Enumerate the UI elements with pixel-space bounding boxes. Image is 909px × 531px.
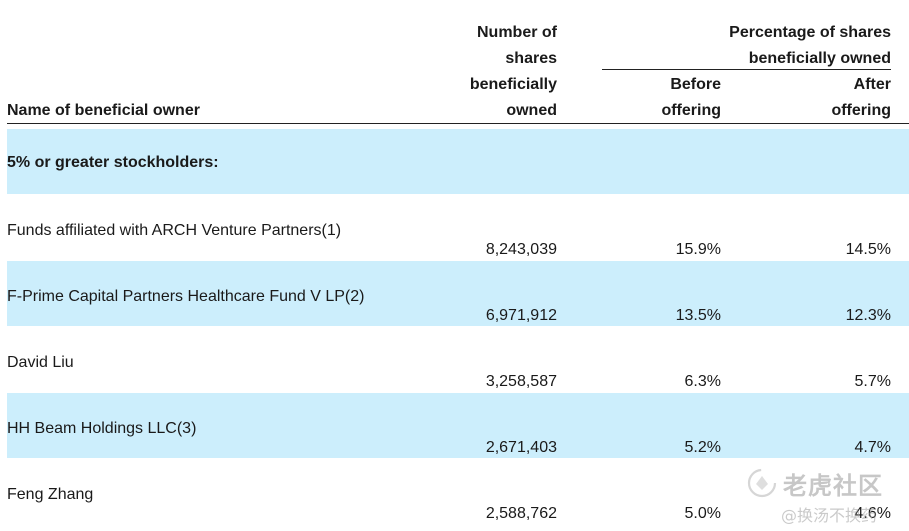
shares-value: 6,971,912 <box>485 307 557 324</box>
watermark-title: 老虎社区 <box>783 472 883 500</box>
before-value: 5.2% <box>684 439 721 456</box>
shares-value: 8,243,039 <box>485 241 557 258</box>
before-value: 5.0% <box>684 505 721 522</box>
section-band <box>7 129 909 194</box>
after-value: 12.3% <box>845 307 891 324</box>
before-value: 15.9% <box>675 241 721 258</box>
after-value: 5.7% <box>854 373 891 390</box>
shares-column-header: Number of shares beneficially owned <box>470 20 557 124</box>
header-line: Percentage of shares <box>729 24 891 41</box>
header-line: offering <box>831 102 891 119</box>
header-line: Before <box>670 76 721 93</box>
header-line: offering <box>661 102 721 119</box>
watermark: 老虎社区 @换汤不换药 <box>743 462 893 526</box>
before-value: 13.5% <box>675 307 721 324</box>
before-column-header: Before offering <box>661 72 721 124</box>
after-value: 4.6% <box>854 505 891 522</box>
after-column-header: After offering <box>831 72 891 124</box>
row-band <box>7 393 909 458</box>
before-value: 6.3% <box>684 373 721 390</box>
section-title: 5% or greater stockholders: <box>7 154 219 171</box>
after-value: 4.7% <box>854 439 891 456</box>
header-bottom-rule <box>7 123 909 124</box>
header-line: owned <box>506 102 557 119</box>
shares-value: 2,671,403 <box>485 439 557 456</box>
owner-name: Funds affiliated with ARCH Venture Partn… <box>7 222 342 239</box>
owner-name: Feng Zhang <box>7 486 94 503</box>
percentage-group-header: Percentage of shares beneficially owned <box>729 20 891 72</box>
after-value: 14.5% <box>845 241 891 258</box>
header-line: beneficially owned <box>748 50 891 67</box>
owner-name: David Liu <box>7 354 74 371</box>
percentage-group-rule <box>602 69 891 70</box>
row-band <box>7 261 909 326</box>
header-line: shares <box>505 50 557 67</box>
header-line: Number of <box>477 24 557 41</box>
name-column-header: Name of beneficial owner <box>7 102 200 119</box>
header-line: beneficially <box>469 76 557 93</box>
tiger-logo-icon <box>747 468 777 498</box>
shares-value: 3,258,587 <box>485 373 557 390</box>
shares-value: 2,588,762 <box>485 505 557 522</box>
watermark-handle: @换汤不换药 <box>781 506 878 525</box>
header-line: After <box>853 76 891 93</box>
owner-name: F-Prime Capital Partners Healthcare Fund… <box>7 288 365 305</box>
owner-name: HH Beam Holdings LLC(3) <box>7 420 197 437</box>
